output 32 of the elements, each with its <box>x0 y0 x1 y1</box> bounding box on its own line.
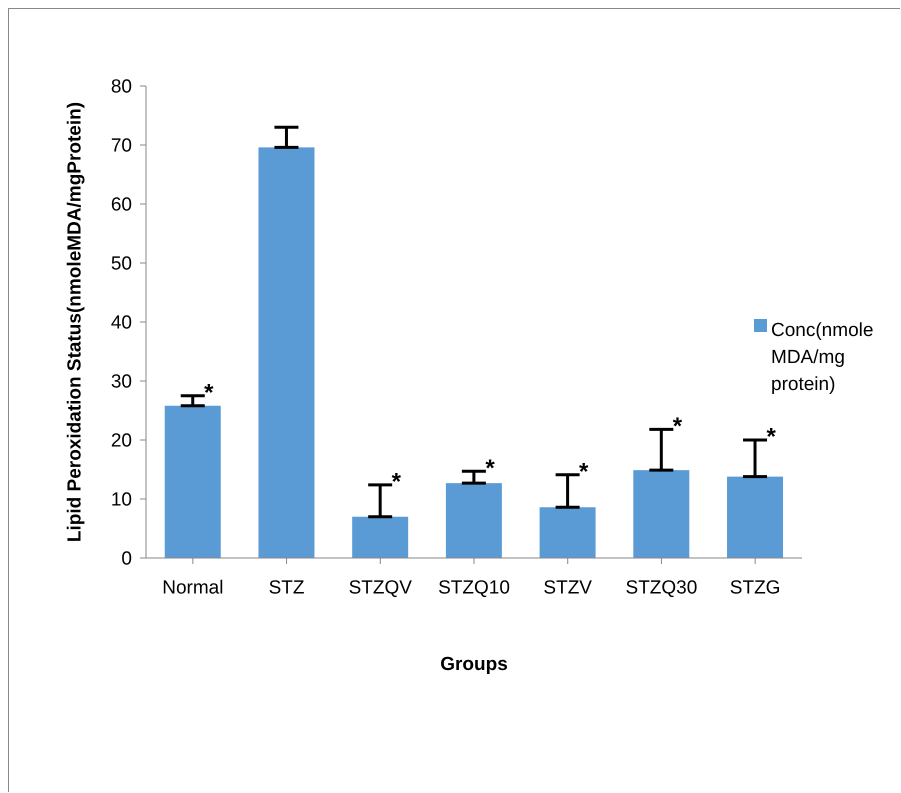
bar <box>540 507 596 558</box>
y-tick-label: 30 <box>110 372 132 393</box>
y-tick-label: 0 <box>121 548 132 570</box>
annotation: * <box>766 424 776 451</box>
x-tick-label: Normal <box>162 577 224 598</box>
annotation: * <box>392 468 402 496</box>
y-tick-label: 40 <box>110 312 132 334</box>
x-tick-label: STZQ10 <box>438 577 510 598</box>
annotation: * <box>204 379 214 406</box>
bar <box>446 483 502 558</box>
x-tick-label: STZQV <box>348 577 412 598</box>
x-tick-label: STZV <box>543 577 592 598</box>
x-tick-label: STZG <box>730 577 780 598</box>
x-tick-label: STZQ30 <box>626 577 698 598</box>
y-tick-label: 20 <box>110 430 132 452</box>
bar <box>633 470 690 558</box>
legend-label: Conc(nmole MDA/mg protein) <box>771 319 874 397</box>
annotation: * <box>485 454 496 482</box>
x-axis-title: Groups <box>440 654 508 675</box>
y-tick-label: 80 <box>110 76 132 98</box>
y-tick-label: 60 <box>110 194 132 216</box>
y-tick-label: 10 <box>110 490 132 511</box>
x-tick-label: STZ <box>268 577 305 598</box>
annotation: * <box>579 458 590 486</box>
y-tick-label: 50 <box>110 254 132 275</box>
y-axis-title: Lipid Peroxidation Status(nmoleMDA/mgProtein) <box>64 102 86 542</box>
y-tick-label: 70 <box>110 136 132 157</box>
bar <box>164 406 221 558</box>
bar <box>352 516 408 558</box>
annotation: * <box>672 412 683 440</box>
bar <box>727 476 784 558</box>
bar <box>258 147 314 558</box>
